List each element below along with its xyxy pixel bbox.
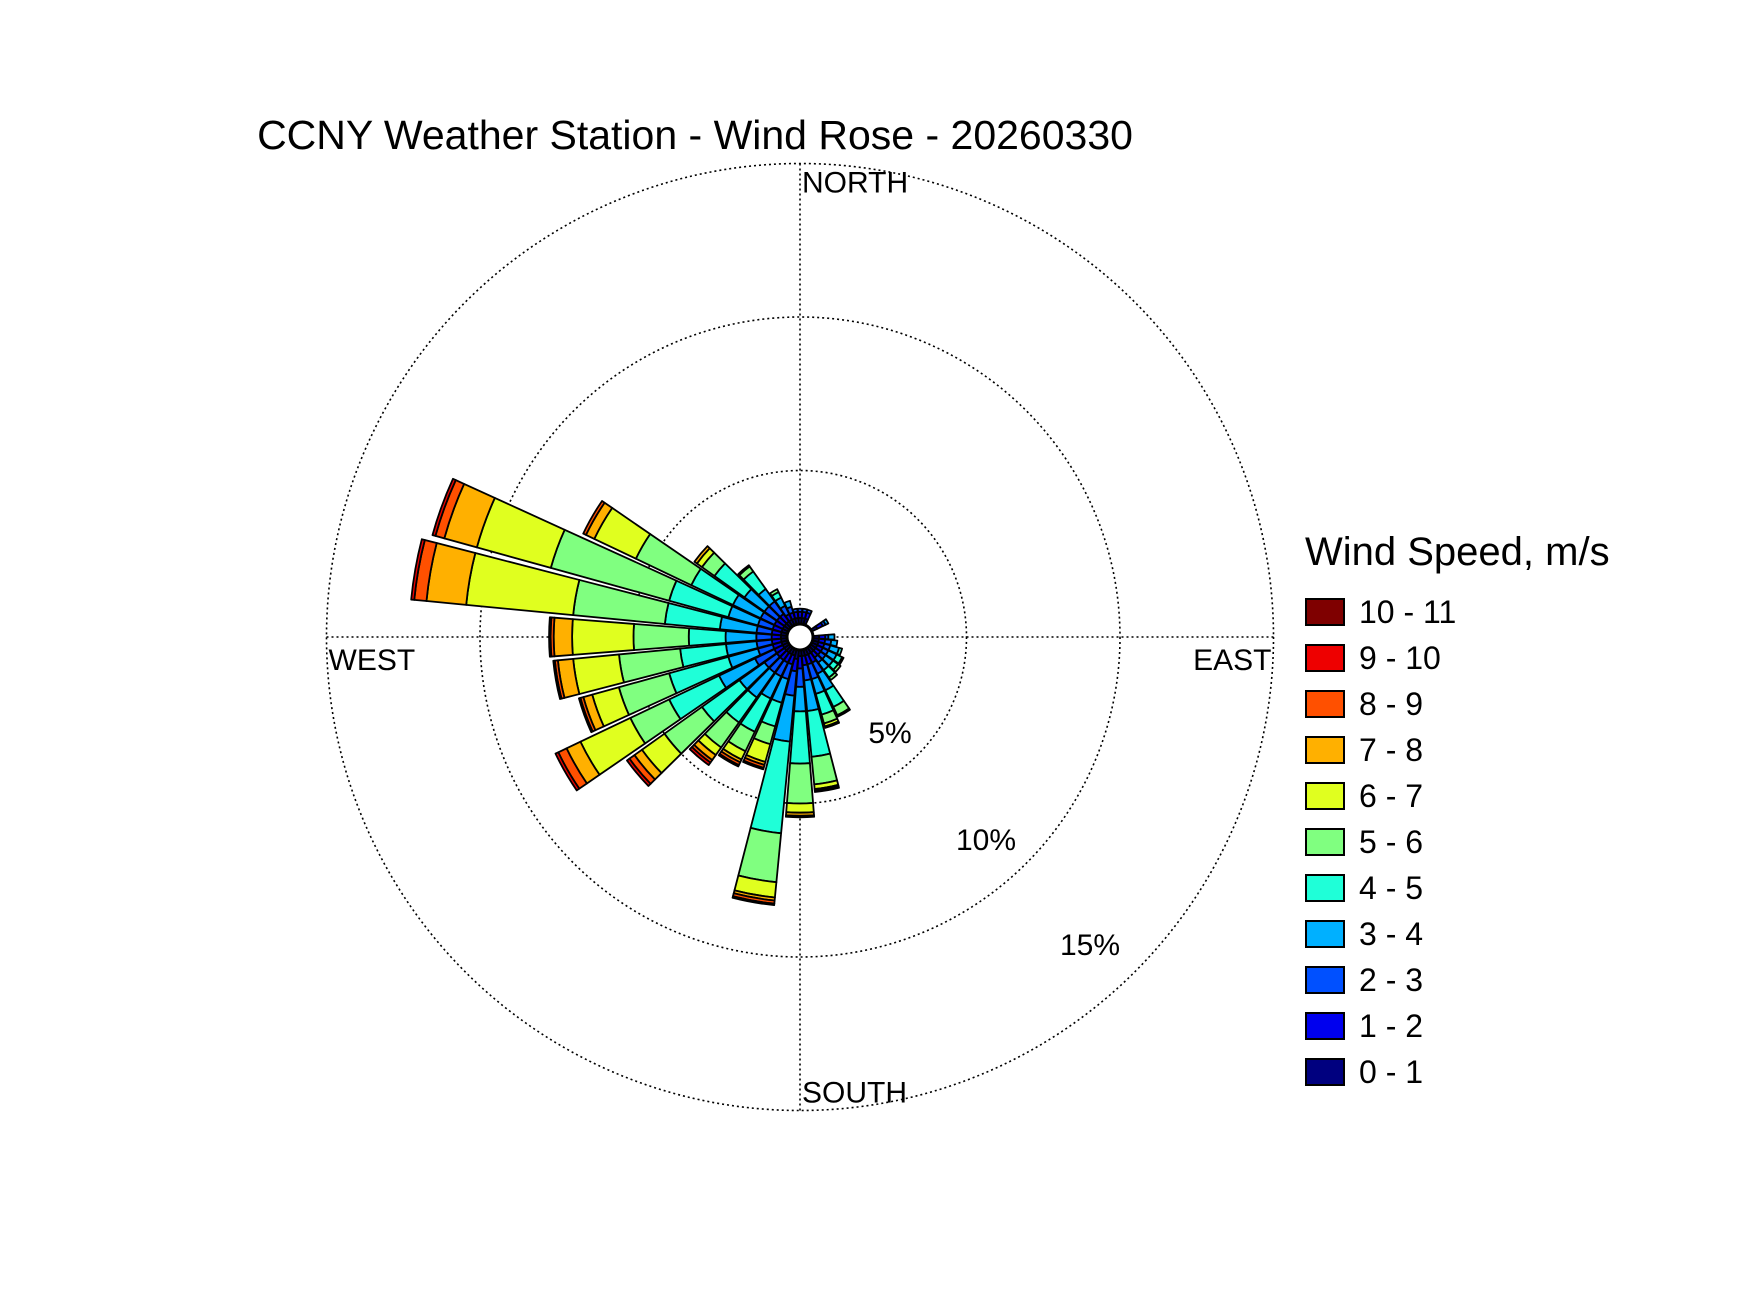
- legend-swatch: [1305, 598, 1345, 626]
- legend: Wind Speed, m/s 10 - 11 9 - 10 8 - 9 7 - 8 6…: [1305, 530, 1610, 1095]
- bar-0deg-bin-2: [796, 607, 804, 613]
- legend-swatch: [1305, 690, 1345, 718]
- legend-items: 10 - 11 9 - 10 8 - 9 7 - 8 6 - 7 5 - 6 4 - 5 3 …: [1305, 589, 1610, 1095]
- legend-swatch: [1305, 736, 1345, 764]
- wind-rose-plot: NORTH SOUTH EAST WEST 5% 10% 15%: [325, 162, 1275, 1112]
- bar-90deg-bin-3: [827, 633, 836, 641]
- bar-260deg-bin-9: [552, 659, 563, 700]
- bar-270deg-bin-6: [571, 618, 635, 656]
- legend-label: 4 - 5: [1359, 869, 1424, 906]
- ring-label-15: 15%: [1060, 929, 1120, 962]
- legend-item: 7 - 8: [1305, 727, 1610, 773]
- bar-150deg-bin-6: [836, 707, 851, 718]
- legend-item: 5 - 6: [1305, 819, 1610, 865]
- grid-ring-10: [479, 316, 1121, 958]
- wind-rose-bars: [410, 477, 851, 907]
- bar-230deg-bin-9: [626, 757, 652, 787]
- bar-330deg-bin-5: [769, 588, 780, 597]
- bar-280deg-bin-9: [410, 538, 426, 601]
- bar-180deg-bin-4: [789, 710, 811, 765]
- legend-label: 2 - 3: [1359, 961, 1424, 998]
- east-label: EAST: [1193, 644, 1271, 677]
- legend-label: 0 - 1: [1359, 1053, 1424, 1090]
- legend-swatch: [1305, 1012, 1345, 1040]
- polar-labels: NORTH SOUTH EAST WEST 5% 10% 15%: [329, 167, 1272, 1110]
- bar-240deg-bin-9: [554, 751, 581, 792]
- bar-200deg-bin-9: [742, 759, 765, 771]
- bar-340deg-bin-3: [783, 599, 793, 610]
- bar-170deg-bin-5: [810, 752, 838, 786]
- north-label: NORTH: [802, 167, 908, 200]
- legend-item: 10 - 11: [1305, 589, 1610, 635]
- bar-250deg-bin-9: [578, 697, 594, 734]
- bar-60deg-bin-3: [822, 618, 830, 626]
- legend-label: 6 - 7: [1359, 777, 1424, 814]
- bar-290deg-bin-9: [431, 477, 457, 537]
- bar-270deg-bin-4: [687, 627, 727, 647]
- legend-item: 1 - 2: [1305, 1003, 1610, 1049]
- legend-swatch: [1305, 1058, 1345, 1086]
- bar-300deg-bin-8: [582, 500, 606, 536]
- legend-swatch: [1305, 828, 1345, 856]
- bar-350deg-bin-2: [792, 607, 799, 614]
- bar-170deg-bin-8: [813, 785, 840, 793]
- bar-140deg-bin-5: [828, 671, 838, 681]
- legend-item: 9 - 10: [1305, 635, 1610, 681]
- bar-310deg-bin-7: [693, 545, 711, 565]
- legend-label: 10 - 11: [1359, 593, 1457, 630]
- legend-label: 3 - 4: [1359, 915, 1424, 952]
- bar-270deg-bin-9: [548, 616, 553, 658]
- center-hole: [785, 622, 815, 652]
- bar-190deg-bin-9: [731, 895, 776, 907]
- ring-label-10: 10%: [956, 824, 1016, 857]
- bar-180deg-bin-5: [786, 762, 814, 805]
- legend-item: 3 - 4: [1305, 911, 1610, 957]
- legend-label: 9 - 10: [1359, 639, 1441, 676]
- legend-label: 8 - 9: [1359, 685, 1424, 722]
- legend-item: 4 - 5: [1305, 865, 1610, 911]
- bar-180deg-bin-8: [784, 814, 816, 819]
- bar-190deg-bin-5: [737, 827, 782, 884]
- legend-item: 0 - 1: [1305, 1049, 1610, 1095]
- bar-270deg-bin-5: [632, 623, 691, 651]
- legend-item: 8 - 9: [1305, 681, 1610, 727]
- bar-160deg-bin-7: [823, 720, 841, 729]
- bar-220deg-bin-9: [688, 746, 712, 766]
- legend-swatch: [1305, 782, 1345, 810]
- legend-swatch: [1305, 874, 1345, 902]
- bar-180deg-bin-6: [785, 802, 815, 814]
- legend-swatch: [1305, 966, 1345, 994]
- legend-label: 5 - 6: [1359, 823, 1424, 860]
- legend-item: 6 - 7: [1305, 773, 1610, 819]
- legend-item: 2 - 3: [1305, 957, 1610, 1003]
- legend-swatch: [1305, 920, 1345, 948]
- bar-20deg-bin-2: [805, 608, 813, 615]
- chart-title: CCNY Weather Station - Wind Rose - 20260…: [257, 112, 1133, 158]
- bar-320deg-bin-6: [737, 564, 751, 577]
- west-label: WEST: [329, 644, 416, 677]
- legend-label: 7 - 8: [1359, 731, 1424, 768]
- legend-swatch: [1305, 644, 1345, 672]
- south-label: SOUTH: [802, 1077, 907, 1110]
- ring-label-5: 5%: [868, 717, 911, 750]
- bar-180deg-bin-3: [793, 685, 807, 713]
- legend-title: Wind Speed, m/s: [1305, 530, 1610, 574]
- bar-270deg-bin-7: [552, 616, 574, 658]
- legend-label: 1 - 2: [1359, 1007, 1424, 1044]
- bar-210deg-bin-9: [717, 753, 740, 768]
